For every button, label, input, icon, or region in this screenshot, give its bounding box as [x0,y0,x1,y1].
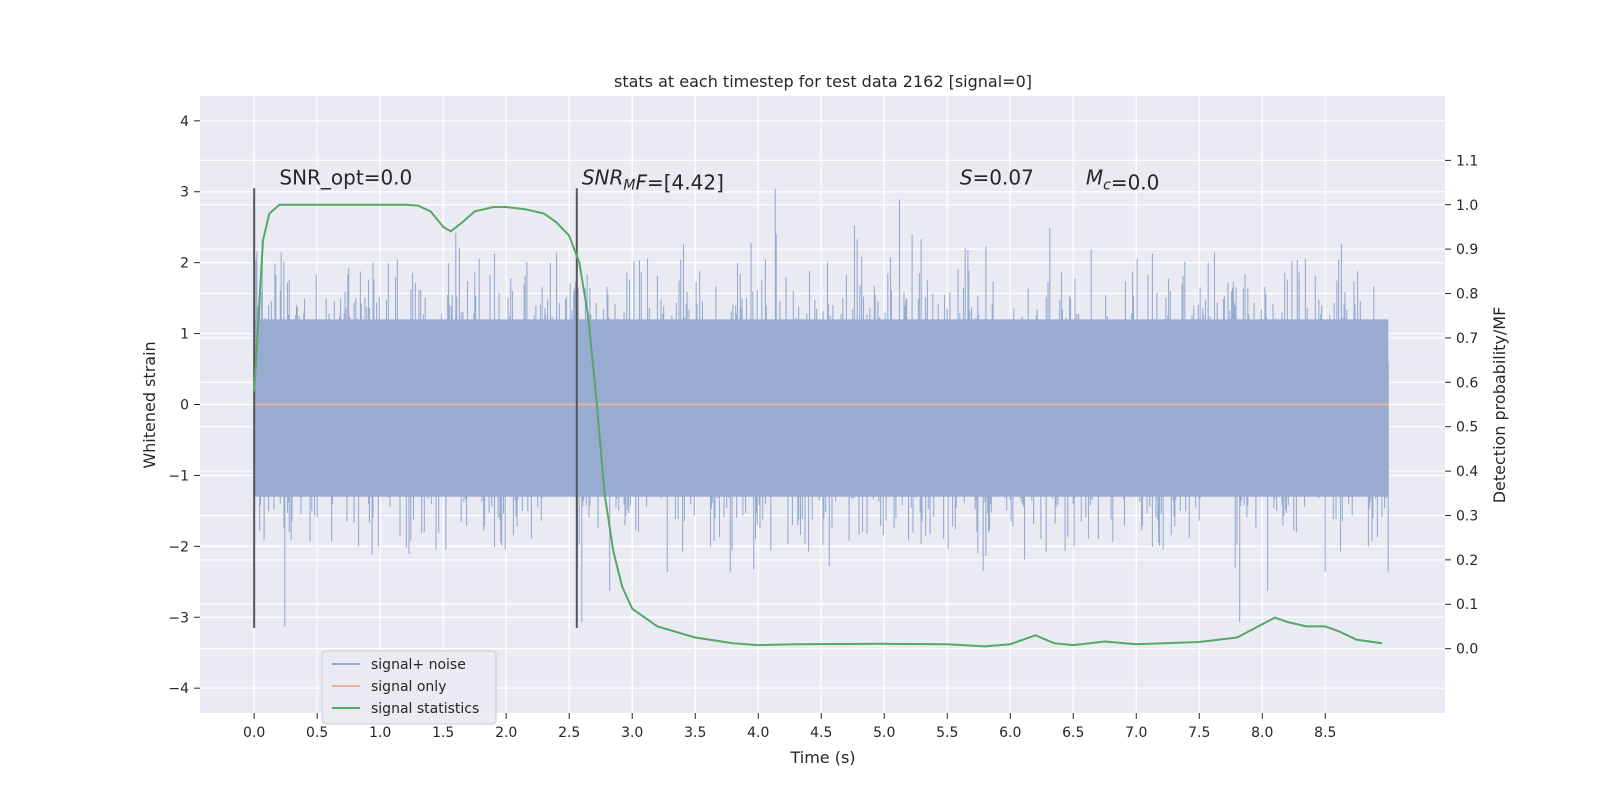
y2-tick-label: 0.8 [1456,287,1478,303]
x-tick-label: 5.5 [936,725,958,741]
annotation-part: =0.0 [1111,171,1160,195]
y2-tick-label: 0.5 [1456,420,1478,436]
y2-tick-label: 1.1 [1456,153,1478,169]
y-tick-label: 4 [180,114,189,130]
annotation-part: c [1103,178,1111,194]
y2-tick-label: 0.7 [1456,331,1478,347]
x-tick-label: 0.0 [243,725,265,741]
y2-axis-label: Detection probability/MF [1490,307,1509,504]
y2-tick-label: 1.0 [1456,198,1478,214]
y-tick-label: −1 [168,468,189,484]
legend-box [321,650,497,725]
x-tick-label: 4.5 [810,725,832,741]
y-tick-label: 0 [180,398,189,414]
annotation-part: F [635,171,647,195]
x-axis-ticks: 0.0 0.5 1.0 1.5 2.0 2.5 3.0 3.5 4.0 4.5 5.0 5.5 6.0 6… [243,713,1336,741]
noise-core [254,319,1389,497]
x-tick-label: 6.5 [1062,725,1084,741]
y2-tick-label: 0.9 [1456,242,1478,258]
x-tick-label: 0.5 [306,725,328,741]
annotation-part: M [623,178,635,194]
y2-tick-label: 0.6 [1456,375,1478,391]
annotation-part: =0.07 [973,166,1034,190]
signal-statistics-line [253,203,1383,648]
annotation-part: SNR [582,166,624,190]
annotation: S=0.07 [960,166,1034,190]
y2-axis-ticks: 1.1 1.0 0.9 0.8 0.7 0.6 0.5 0.4 0.3 0.2 0.1 0.0 [1445,153,1478,658]
x-tick-label: 1.5 [432,725,454,741]
annotation-part: M [1086,166,1103,190]
series-signal-noise [253,188,1389,627]
annotations: SNR_opt=0.0 SNRMF=[4.42] S=0.07 Mc=0.0 [279,166,1159,195]
legend-label-signal-statistics: signal statistics [371,701,479,717]
y2-tick-label: 0.3 [1456,508,1478,524]
y2-tick-label: 0.1 [1456,597,1478,613]
marker-lines [253,188,578,628]
x-tick-label: 7.0 [1125,725,1147,741]
legend-label-signal-only: signal only [371,679,446,695]
y-axis-ticks: 4 3 2 1 0 −1 −2 −3 −4 [168,114,200,697]
annotation: SNR_opt=0.0 [279,166,412,190]
annotation-part: SNR_opt=0.0 [279,166,412,190]
annotation-part: S [960,166,973,190]
x-tick-label: 3.0 [621,725,643,741]
y-axis-label: Whitened strain [140,341,159,468]
x-tick-label: 2.5 [558,725,580,741]
y-tick-label: −4 [168,681,189,697]
x-tick-label: 8.5 [1314,725,1336,741]
series-signal-statistics [253,203,1383,648]
annotation: Mc=0.0 [1086,166,1160,195]
x-tick-label: 3.5 [684,725,706,741]
x-axis-label: Time (s) [789,748,855,767]
x-tick-label: 6.0 [999,725,1021,741]
annotation: SNRMF=[4.42] [582,166,724,195]
y2-tick-label: 0.4 [1456,464,1478,480]
y2-tick-label: 0.2 [1456,553,1478,569]
x-tick-label: 1.0 [369,725,391,741]
x-tick-label: 4.0 [747,725,769,741]
y2-tick-label: 0.0 [1456,642,1478,658]
annotation-part: =[4.42] [647,171,724,195]
chart-title: stats at each timestep for test data 216… [614,72,1032,91]
x-tick-label: 8.0 [1251,725,1273,741]
x-tick-label: 2.0 [495,725,517,741]
y-tick-label: 3 [180,185,189,201]
y-tick-label: 1 [180,327,189,343]
legend-label-signal-noise: signal+ noise [371,657,466,673]
y-tick-label: 2 [180,256,189,272]
x-tick-label: 7.5 [1188,725,1210,741]
x-tick-label: 5.0 [873,725,895,741]
noise-trace [253,188,1389,627]
y-tick-label: −2 [168,539,189,555]
legend: signal+ noise signal only signal statist… [321,650,497,725]
y-tick-label: −3 [168,610,189,626]
